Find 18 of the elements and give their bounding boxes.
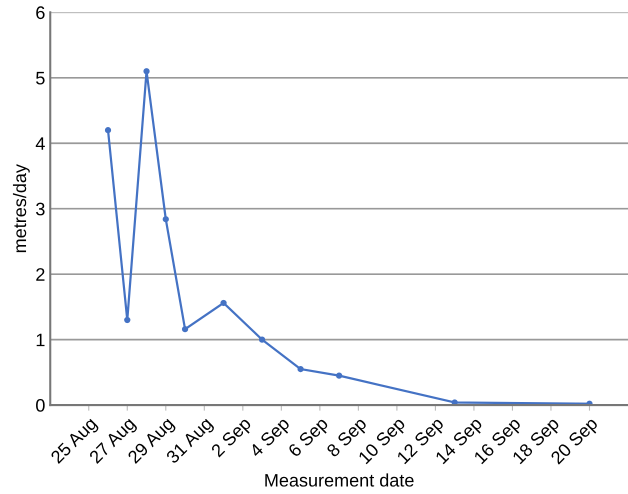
y-tick-label: 3 <box>36 202 45 216</box>
point <box>336 372 342 379</box>
point <box>124 316 130 324</box>
y-axis-title: metres/day <box>12 164 30 252</box>
point <box>182 326 188 332</box>
y-tick-label: 1 <box>36 334 44 346</box>
point <box>297 366 304 372</box>
point <box>104 127 112 134</box>
x-axis-title: Measurement date <box>265 473 414 487</box>
y-tick-label: 4 <box>36 137 45 150</box>
point <box>143 68 150 74</box>
y-tick-label: 5 <box>36 72 45 85</box>
point <box>258 336 266 343</box>
point <box>162 216 169 222</box>
y-tick-label: 2 <box>36 268 44 281</box>
y-tick-label: 0 <box>36 399 45 412</box>
y-tick-label: 6 <box>36 6 45 20</box>
point <box>220 300 227 306</box>
